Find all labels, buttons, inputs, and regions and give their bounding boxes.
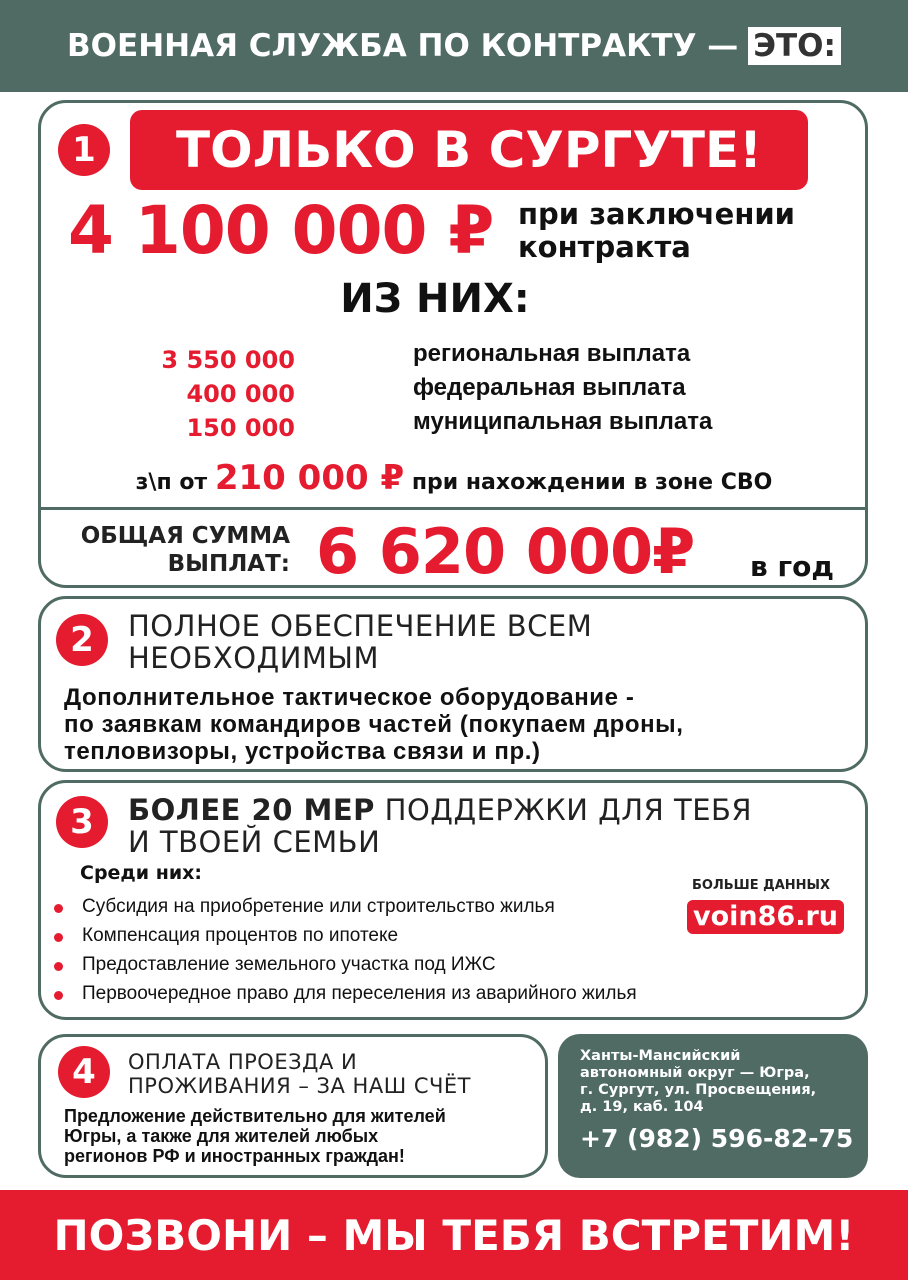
block-2 xyxy=(38,596,868,772)
block-4-title: ОПЛАТА ПРОЕЗДА И ПРОЖИВАНИЯ – ЗА НАШ СЧЁТ xyxy=(128,1050,471,1098)
block-2-title: ПОЛНОЕ ОБЕСПЕЧЕНИЕ ВСЕМ НЕОБХОДИМЫМ xyxy=(128,609,593,675)
payment-row: 400 000 федеральная выплата xyxy=(186,374,686,408)
footer: ПОЗВОНИ – МЫ ТЕБЯ ВСТРЕТИМ! xyxy=(0,1190,908,1280)
block-4-text: Предложение действительно для жителей Югр… xyxy=(64,1106,446,1166)
footer-text: ПОЗВОНИ – МЫ ТЕБЯ ВСТРЕТИМ! xyxy=(53,1210,855,1260)
list-item: Компенсация процентов по ипотеке xyxy=(52,925,637,954)
among-label: Среди них: xyxy=(80,862,202,884)
address: Ханты-Мансийский автономный округ — Югра,… xyxy=(580,1048,817,1115)
divider xyxy=(38,507,868,510)
payment-row: 150 000 муниципальная выплата xyxy=(186,408,713,442)
block-2-text: Дополнительное тактическое оборудование … xyxy=(64,684,684,765)
site-link[interactable]: voin86.ru xyxy=(687,900,844,934)
number-badge: 1 xyxy=(58,124,110,176)
signing-note: при заключении контракта xyxy=(518,197,796,264)
number-badge: 3 xyxy=(56,796,108,848)
signing-amount: 4 100 000 ₽ xyxy=(68,192,494,269)
list-item: Субсидия на приобретение или строительст… xyxy=(52,896,637,925)
more-label: БОЛЬШЕ ДАННЫХ xyxy=(692,878,831,893)
block-3-title: БОЛЕЕ 20 МЕР ПОДДЕРЖКИ ДЛЯ ТЕБЯ И ТВОЕЙ С… xyxy=(128,793,753,859)
number-badge: 2 xyxy=(56,614,108,666)
header-title: ВОЕННАЯ СЛУЖБА ПО КОНТРАКТУ — xyxy=(67,28,739,64)
support-list: Субсидия на приобретение или строительст… xyxy=(52,896,637,1012)
header: ВОЕННАЯ СЛУЖБА ПО КОНТРАКТУ — ЭТО: xyxy=(0,0,908,92)
total-suffix: в год xyxy=(750,550,834,583)
phone-number[interactable]: +7 (982) 596-82-75 xyxy=(580,1124,854,1153)
city-banner: ТОЛЬКО В СУРГУТЕ! xyxy=(130,110,808,190)
total-amount: 6 620 000₽ xyxy=(316,515,695,588)
block-4 xyxy=(38,1034,548,1178)
total-label: ОБЩАЯ СУММА ВЫПЛАТ: xyxy=(80,523,290,577)
header-highlight: ЭТО: xyxy=(748,27,841,65)
payment-row: 3 550 000 региональная выплата xyxy=(161,340,691,374)
city-banner-text: ТОЛЬКО В СУРГУТЕ! xyxy=(176,121,762,179)
list-item: Первоочередное право для переселения из … xyxy=(52,983,637,1012)
of-them-heading: ИЗ НИХ: xyxy=(340,276,530,322)
list-item: Предоставление земельного участка под ИЖ… xyxy=(52,954,637,983)
number-badge: 4 xyxy=(58,1046,110,1098)
payments-list: 3 550 000 региональная выплата 400 000 фед… xyxy=(100,340,800,442)
salary-line: з\п от 210 000 ₽ при нахождении в зоне С… xyxy=(135,458,773,498)
contact-box: Ханты-Мансийский автономный округ — Югра,… xyxy=(558,1034,868,1178)
